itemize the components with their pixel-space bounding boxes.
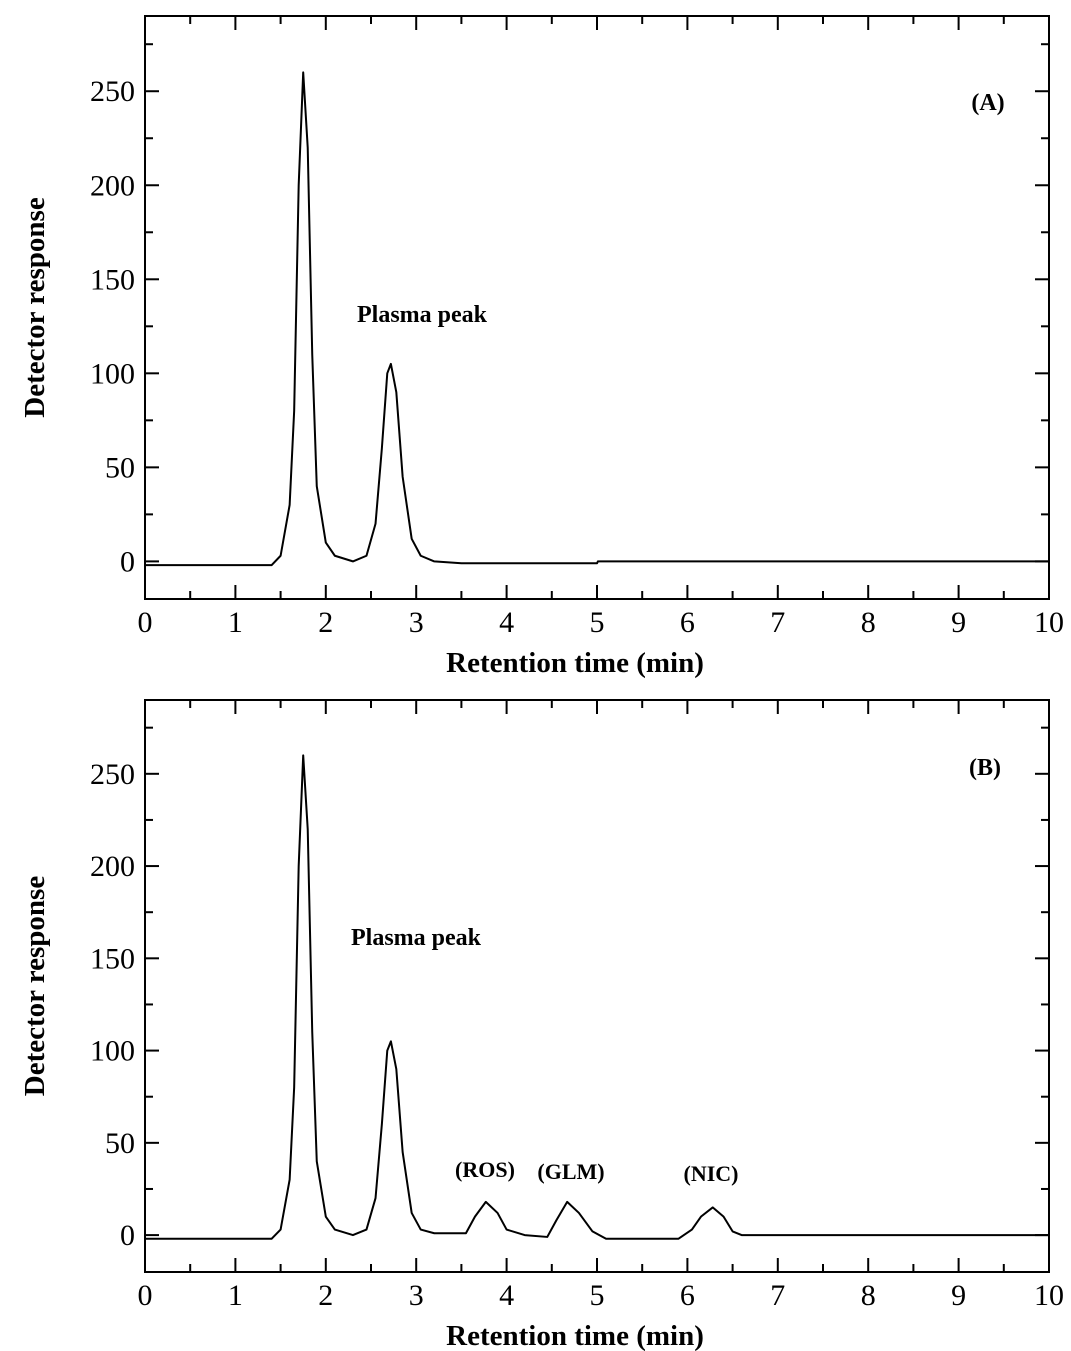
y-axis-label: Detector response [19,876,51,1097]
x-tick-label: 8 [861,1279,876,1312]
annotation: (ROS) [455,1157,515,1182]
y-tick-label: 50 [105,1127,135,1160]
x-axis-label: Retention time (min) [446,1320,704,1351]
x-tick-label: 5 [590,1279,605,1312]
y-axis-label: Detector response [19,197,51,418]
x-tick-label: 3 [409,606,424,639]
y-tick-label: 150 [90,942,135,975]
plot-frame [144,699,1050,1273]
y-tick-label: 100 [90,1035,135,1068]
x-tick-label: 4 [499,1279,514,1312]
x-tick-label: 4 [499,606,514,639]
x-tick-label: 6 [680,606,695,639]
annotation: (GLM) [537,1159,604,1184]
y-tick-label: 0 [120,545,135,578]
x-tick-label: 6 [680,1279,695,1312]
y-tick-label: 50 [105,451,135,484]
panel-label: (B) [969,755,1001,781]
x-tick-label: 0 [138,606,153,639]
x-tick-label: 3 [409,1279,424,1312]
annotation: (NIC) [684,1161,739,1186]
x-tick-label: 2 [318,606,333,639]
x-tick-label: 2 [318,1279,333,1312]
chromatogram-line [145,71,1049,567]
y-tick-label: 100 [90,357,135,390]
x-tick-label: 9 [951,606,966,639]
x-tick-label: 7 [770,1279,785,1312]
y-tick-label: 150 [90,263,135,296]
x-axis-label: Retention time (min) [446,647,704,679]
panel-label: (A) [971,90,1004,116]
x-tick-label: 10 [1034,606,1064,639]
x-tick-label: 1 [228,1279,243,1312]
annotation: Plasma peak [357,302,488,328]
x-tick-label: 0 [138,1279,153,1312]
x-tick-label: 9 [951,1279,966,1312]
x-tick-label: 1 [228,606,243,639]
y-tick-label: 200 [90,169,135,202]
annotation: Plasma peak [351,925,482,951]
y-tick-label: 250 [90,75,135,108]
x-tick-label: 10 [1034,1279,1064,1312]
plot-frame [144,15,1050,600]
chromatogram-line [145,754,1049,1240]
y-tick-label: 0 [120,1219,135,1252]
x-tick-label: 8 [861,606,876,639]
x-tick-label: 7 [770,606,785,639]
x-tick-label: 5 [590,606,605,639]
y-tick-label: 200 [90,850,135,883]
y-tick-label: 250 [90,758,135,791]
